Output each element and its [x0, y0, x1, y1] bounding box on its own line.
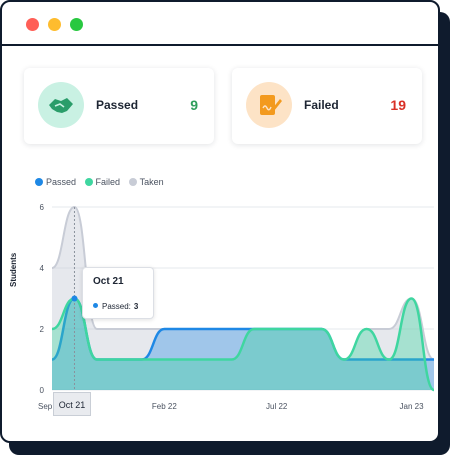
x-tick-label-1: Feb 22 — [152, 402, 177, 411]
handshake-icon — [38, 82, 84, 128]
x-tick-label-3: Jan 23 — [400, 402, 425, 411]
passed-stat-card: Passed 9 — [24, 68, 214, 144]
chart-legend: Passed Failed Taken — [35, 177, 170, 187]
tooltip-value: 3 — [133, 302, 139, 311]
zoom-window-button[interactable] — [70, 18, 83, 31]
tooltip-row: Passed: 3 — [93, 302, 138, 311]
app-window: Passed 9 Failed 19 Passed Failed Taken S… — [0, 0, 440, 443]
title-bar — [2, 2, 438, 46]
chart-tooltip: Oct 21 Passed: 3 — [82, 267, 154, 319]
chart-axes: 0 2 4 6 Sep Feb 22 Jul 22 Jan 23 — [38, 203, 424, 411]
chart-series — [51, 205, 436, 392]
y-tick-label-4: 4 — [40, 264, 45, 273]
signed-document-icon — [246, 82, 292, 128]
y-tick-label-0: 0 — [40, 386, 45, 395]
failed-count: 19 — [390, 97, 406, 113]
failed-label: Failed — [304, 98, 339, 112]
failed-stat-card: Failed 19 — [232, 68, 422, 144]
students-area-chart: 0 2 4 6 Sep Feb 22 Jul 22 Jan 23 — [38, 203, 436, 411]
legend-item-taken[interactable]: Taken — [128, 177, 164, 187]
highlight-point — [71, 295, 78, 302]
legend-item-passed[interactable]: Passed — [35, 177, 76, 187]
tooltip-series-label: Passed: — [102, 302, 131, 311]
legend-label-taken: Taken — [139, 177, 164, 187]
legend-label-passed: Passed — [46, 177, 77, 187]
passed-count: 9 — [190, 97, 198, 113]
area-taken — [52, 207, 434, 390]
legend-label-failed: Failed — [95, 177, 121, 187]
line-failed — [51, 297, 436, 392]
x-tick-label-2: Jul 22 — [266, 402, 288, 411]
close-window-button[interactable] — [26, 18, 39, 31]
x-axis-crosshair-label: Oct 21 — [53, 392, 91, 416]
legend-item-failed[interactable]: Failed — [84, 177, 121, 187]
passed-label: Passed — [96, 98, 139, 112]
x-tick-label-0: Sep — [38, 402, 53, 411]
y-tick-label-6: 6 — [40, 203, 45, 212]
y-tick-label-2: 2 — [40, 325, 45, 334]
minimize-window-button[interactable] — [48, 18, 61, 31]
tooltip-title: Oct 21 — [93, 276, 124, 287]
